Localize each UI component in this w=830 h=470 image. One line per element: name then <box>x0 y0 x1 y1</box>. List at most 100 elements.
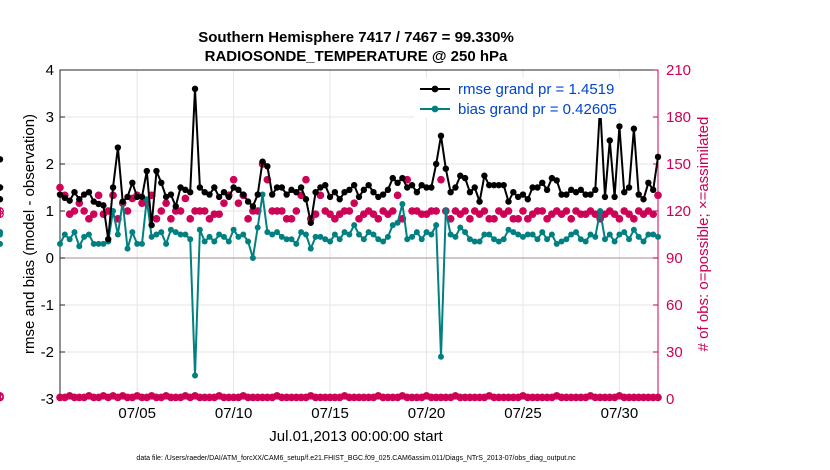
y2-axis-label: # of obs: o=possible; ×=assimilated <box>695 117 712 352</box>
bias-point <box>476 238 483 245</box>
y-tick-label: 0 <box>46 250 54 267</box>
rmse-point <box>312 189 319 196</box>
rmse-point <box>307 219 314 226</box>
rmse-point <box>283 191 290 198</box>
rmse-point <box>138 193 146 201</box>
rmse-point <box>85 189 93 196</box>
bias-point <box>298 229 305 236</box>
obs-assimilated-marker <box>495 207 503 215</box>
legend-rmse-label: rmse grand pr = 1.4519 <box>458 81 614 98</box>
bias-point <box>167 226 174 233</box>
bias-point <box>317 233 324 240</box>
rmse-point <box>375 193 382 201</box>
rmse-point <box>616 123 623 130</box>
bias-point <box>230 226 237 233</box>
obs-assimilated-marker <box>205 215 214 223</box>
rmse-point <box>514 193 522 201</box>
y2-tick-label: 0 <box>666 391 674 408</box>
obs-assimilated-marker <box>230 176 238 184</box>
rmse-point <box>259 158 266 165</box>
bias-point <box>534 236 541 243</box>
bias-point <box>0 240 3 247</box>
bias-point <box>437 353 444 360</box>
obs-assimilated-marker <box>311 210 320 218</box>
obs-assimilated-marker <box>287 215 296 223</box>
obs-assimilated-marker <box>519 207 527 215</box>
rmse-point <box>625 184 633 191</box>
rmse-point <box>606 137 613 144</box>
rmse-point <box>187 189 194 196</box>
left-axis: -3 -2 -1 0 1 2 3 4 <box>41 62 65 408</box>
rmse-point <box>630 125 638 132</box>
obs-assimilated-marker <box>562 207 570 215</box>
bias-point <box>81 233 88 240</box>
bias-point <box>134 240 141 247</box>
bias-point <box>66 236 73 243</box>
rmse-point <box>457 172 464 179</box>
rmse-point <box>100 202 107 209</box>
rmse-point <box>534 184 541 191</box>
x-axis: 07/05 07/10 07/15 07/20 07/25 07/30 <box>118 394 638 422</box>
rmse-point <box>148 221 155 229</box>
obs-assimilated-marker <box>567 215 575 223</box>
legend-box <box>414 78 652 118</box>
bias-point <box>635 233 642 240</box>
x-tick-label: 07/05 <box>118 405 156 422</box>
bias-point <box>370 231 377 238</box>
rmse-point <box>326 193 334 201</box>
x-tick-label: 07/20 <box>408 405 446 422</box>
rmse-point <box>206 191 213 198</box>
bias-point <box>346 231 353 238</box>
rmse-point <box>124 193 131 201</box>
obs-assimilated-marker <box>90 210 98 218</box>
rmse-point <box>90 198 97 205</box>
bias-point <box>360 236 367 243</box>
bias-point <box>457 224 464 231</box>
bias-point <box>413 229 420 236</box>
bias-point <box>57 240 63 247</box>
bias-point <box>95 240 102 247</box>
rmse-point <box>211 184 218 191</box>
rmse-point <box>215 193 223 201</box>
bias-point <box>558 238 565 245</box>
bias-point <box>563 236 570 243</box>
obs-assimilated-marker <box>292 207 300 215</box>
y2-tick-label: 120 <box>666 203 691 220</box>
bias-point <box>548 231 555 238</box>
bias-point <box>577 236 584 243</box>
bias-point <box>640 238 647 245</box>
obs-possible-point-bottom <box>0 393 4 402</box>
obs-assimilated-marker <box>94 191 103 199</box>
bias-point <box>100 240 107 247</box>
rmse-point <box>297 184 305 191</box>
bias-point <box>322 236 329 243</box>
bias-point <box>192 372 199 379</box>
rmse-point <box>394 179 401 186</box>
bias-point <box>196 226 203 233</box>
obs-assimilated-marker <box>389 207 397 215</box>
obs-assimilated-marker <box>278 207 286 215</box>
bias-point <box>0 229 3 236</box>
bias-point <box>216 231 223 238</box>
legend-bias-marker <box>431 105 439 113</box>
obs-assimilated-marker <box>350 199 358 207</box>
obs-assimilated-marker <box>374 215 382 223</box>
rmse-point <box>230 184 237 191</box>
rmse-point <box>399 174 406 182</box>
x-axis-label: Jul.01,2013 00:00:00 start <box>269 428 443 445</box>
rmse-point <box>563 191 570 198</box>
bias-point <box>61 231 68 238</box>
y-tick-label: -2 <box>41 344 54 361</box>
bias-point <box>187 236 194 243</box>
obs-assimilated-marker <box>524 215 532 223</box>
bias-point <box>225 238 232 245</box>
rmse-point <box>452 184 459 191</box>
rmse-point <box>510 189 517 196</box>
rmse-point <box>553 177 560 184</box>
obs-possible-point <box>0 210 4 218</box>
rmse-point <box>95 200 102 208</box>
rmse-point <box>143 167 151 175</box>
x-tick-label: 07/10 <box>215 405 253 422</box>
bias-point <box>404 236 411 243</box>
